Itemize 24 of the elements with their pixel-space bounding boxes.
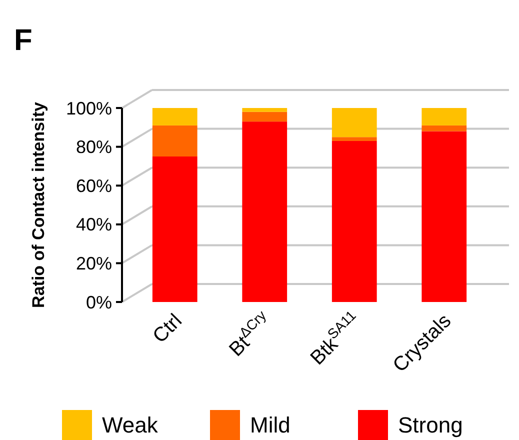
bar [332,140,377,302]
bar [332,108,377,138]
y-tick-label: 100% [66,98,112,118]
bar [242,122,288,302]
bar [332,137,377,141]
bar [422,108,467,126]
y-tick-label: 80% [76,137,112,158]
bar [242,108,288,112]
bar [242,112,288,122]
y-tick-label: 60% [76,176,112,196]
bar [152,125,198,156]
legend-label: Weak [102,412,159,438]
bar [422,131,467,302]
bar [152,156,198,302]
chart-title: F [14,24,32,57]
legend-label: Mild [250,412,290,438]
bar [152,108,198,126]
y-tick-label: 0% [86,292,112,312]
legend-label: Strong [398,412,463,438]
bar [422,125,467,132]
y-axis-title: Ratio of Contact intensity [29,102,48,308]
y-tick-label: 40% [76,214,112,235]
x-tick-label: Ctrl [148,310,186,348]
y-tick-label: 20% [76,254,112,274]
